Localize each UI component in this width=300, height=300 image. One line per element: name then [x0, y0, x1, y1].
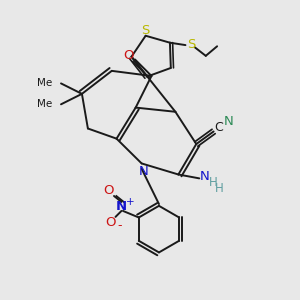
Text: O: O: [103, 184, 113, 197]
Text: H: H: [215, 182, 224, 195]
Text: C: C: [214, 121, 224, 134]
Text: S: S: [141, 24, 150, 37]
Text: N: N: [224, 115, 233, 128]
Text: O: O: [105, 216, 116, 230]
Text: -: -: [117, 219, 122, 232]
Text: Me: Me: [38, 99, 53, 109]
Text: N: N: [116, 200, 127, 213]
Text: N: N: [138, 165, 148, 178]
Text: Me: Me: [38, 78, 53, 88]
Text: S: S: [187, 38, 195, 51]
Text: N: N: [200, 170, 209, 183]
Text: O: O: [123, 50, 134, 62]
Text: +: +: [126, 197, 135, 207]
Text: H: H: [209, 176, 218, 189]
